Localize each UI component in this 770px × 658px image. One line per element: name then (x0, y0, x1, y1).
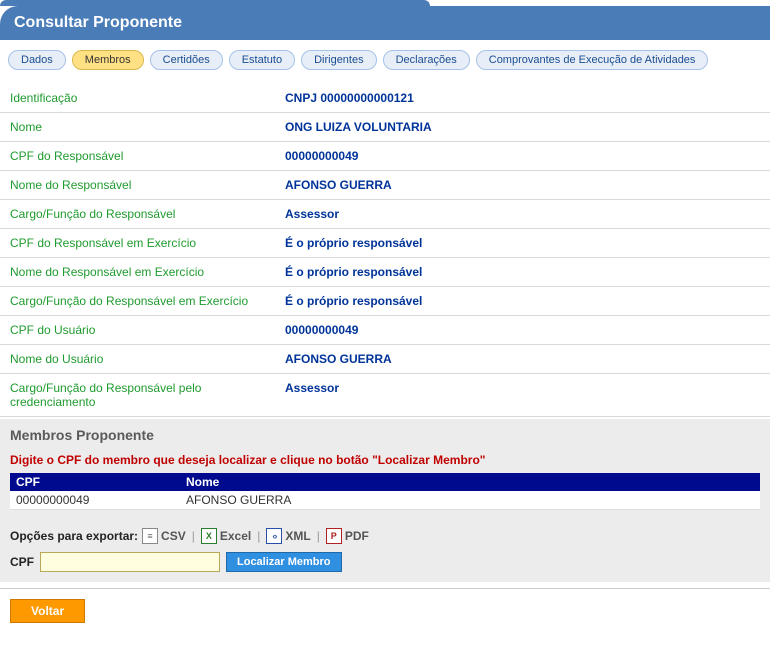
value-nome-resp: AFONSO GUERRA (275, 171, 770, 200)
tab-certidoes[interactable]: Certidões (150, 50, 223, 70)
label-nome-resp-ex: Nome do Responsável em Exercício (0, 258, 275, 287)
export-label: Opções para exportar: (10, 529, 138, 543)
row-cargo-resp-ex: Cargo/Função do Responsável em Exercício… (0, 287, 770, 316)
row-nome-usuario: Nome do UsuárioAFONSO GUERRA (0, 345, 770, 374)
members-title: Membros Proponente (10, 427, 760, 443)
tab-estatuto[interactable]: Estatuto (229, 50, 295, 70)
export-xml[interactable]: XML (266, 528, 310, 544)
row-nome-resp-ex: Nome do Responsável em ExercícioÉ o próp… (0, 258, 770, 287)
label-nome: Nome (0, 113, 275, 142)
back-button[interactable]: Voltar (10, 599, 85, 623)
value-cpf-resp: 00000000049 (275, 142, 770, 171)
separator: | (317, 529, 320, 543)
value-cargo-resp: Assessor (275, 200, 770, 229)
tab-bar: Dados Membros Certidões Estatuto Dirigen… (0, 40, 770, 84)
label-nome-resp: Nome do Responsável (0, 171, 275, 200)
col-header-nome: Nome (186, 475, 754, 489)
label-identificacao: Identificação (0, 84, 275, 113)
cell-cpf: 00000000049 (16, 493, 186, 507)
export-pdf-label: PDF (345, 529, 369, 543)
page-header: Consultar Proponente (0, 6, 770, 40)
col-header-cpf: CPF (16, 475, 186, 489)
export-options: Opções para exportar: CSV | Excel | XML … (10, 528, 760, 544)
label-cpf-resp: CPF do Responsável (0, 142, 275, 171)
xml-icon (266, 528, 282, 544)
page-title: Consultar Proponente (14, 14, 182, 31)
members-section: Membros Proponente Digite o CPF do membr… (0, 419, 770, 582)
tab-declaracoes[interactable]: Declarações (383, 50, 470, 70)
tab-membros[interactable]: Membros (72, 50, 144, 70)
tab-dados[interactable]: Dados (8, 50, 66, 70)
value-cpf-usuario: 00000000049 (275, 316, 770, 345)
value-cargo-resp-ex: É o próprio responsável (275, 287, 770, 316)
row-cpf-resp: CPF do Responsável00000000049 (0, 142, 770, 171)
export-csv[interactable]: CSV (142, 528, 186, 544)
details-table: IdentificaçãoCNPJ 00000000000121 NomeONG… (0, 84, 770, 417)
label-cpf-resp-ex: CPF do Responsável em Exercício (0, 229, 275, 258)
value-nome: ONG LUIZA VOLUNTARIA (275, 113, 770, 142)
row-identificacao: IdentificaçãoCNPJ 00000000000121 (0, 84, 770, 113)
export-xml-label: XML (285, 529, 310, 543)
value-cpf-resp-ex: É o próprio responsável (275, 229, 770, 258)
label-cargo-resp-ex: Cargo/Função do Responsável em Exercício (0, 287, 275, 316)
label-cpf-usuario: CPF do Usuário (0, 316, 275, 345)
export-excel[interactable]: Excel (201, 528, 251, 544)
row-cargo-resp: Cargo/Função do ResponsávelAssessor (0, 200, 770, 229)
pdf-icon (326, 528, 342, 544)
row-cpf-usuario: CPF do Usuário00000000049 (0, 316, 770, 345)
footer-bar: Voltar (0, 588, 770, 633)
table-row: 00000000049 AFONSO GUERRA (10, 491, 760, 510)
separator: | (257, 529, 260, 543)
value-nome-usuario: AFONSO GUERRA (275, 345, 770, 374)
row-nome: NomeONG LUIZA VOLUNTARIA (0, 113, 770, 142)
search-row: CPF Localizar Membro (10, 552, 760, 572)
export-excel-label: Excel (220, 529, 251, 543)
tab-dirigentes[interactable]: Dirigentes (301, 50, 377, 70)
members-table-header: CPF Nome (10, 473, 760, 491)
value-cargo-cred: Assessor (275, 374, 770, 417)
cell-nome: AFONSO GUERRA (186, 493, 754, 507)
value-identificacao: CNPJ 00000000000121 (275, 84, 770, 113)
export-csv-label: CSV (161, 529, 186, 543)
csv-icon (142, 528, 158, 544)
export-pdf[interactable]: PDF (326, 528, 369, 544)
excel-icon (201, 528, 217, 544)
label-cargo-cred: Cargo/Função do Responsável pelo credenc… (0, 374, 275, 417)
row-cpf-resp-ex: CPF do Responsável em ExercícioÉ o própr… (0, 229, 770, 258)
label-nome-usuario: Nome do Usuário (0, 345, 275, 374)
locate-member-button[interactable]: Localizar Membro (226, 552, 342, 572)
row-cargo-cred: Cargo/Função do Responsável pelo credenc… (0, 374, 770, 417)
value-nome-resp-ex: É o próprio responsável (275, 258, 770, 287)
separator: | (192, 529, 195, 543)
cpf-input[interactable] (40, 552, 220, 572)
cpf-label: CPF (10, 555, 34, 569)
tab-comprovantes[interactable]: Comprovantes de Execução de Atividades (476, 50, 709, 70)
members-instruction: Digite o CPF do membro que deseja locali… (10, 453, 760, 467)
row-nome-resp: Nome do ResponsávelAFONSO GUERRA (0, 171, 770, 200)
label-cargo-resp: Cargo/Função do Responsável (0, 200, 275, 229)
